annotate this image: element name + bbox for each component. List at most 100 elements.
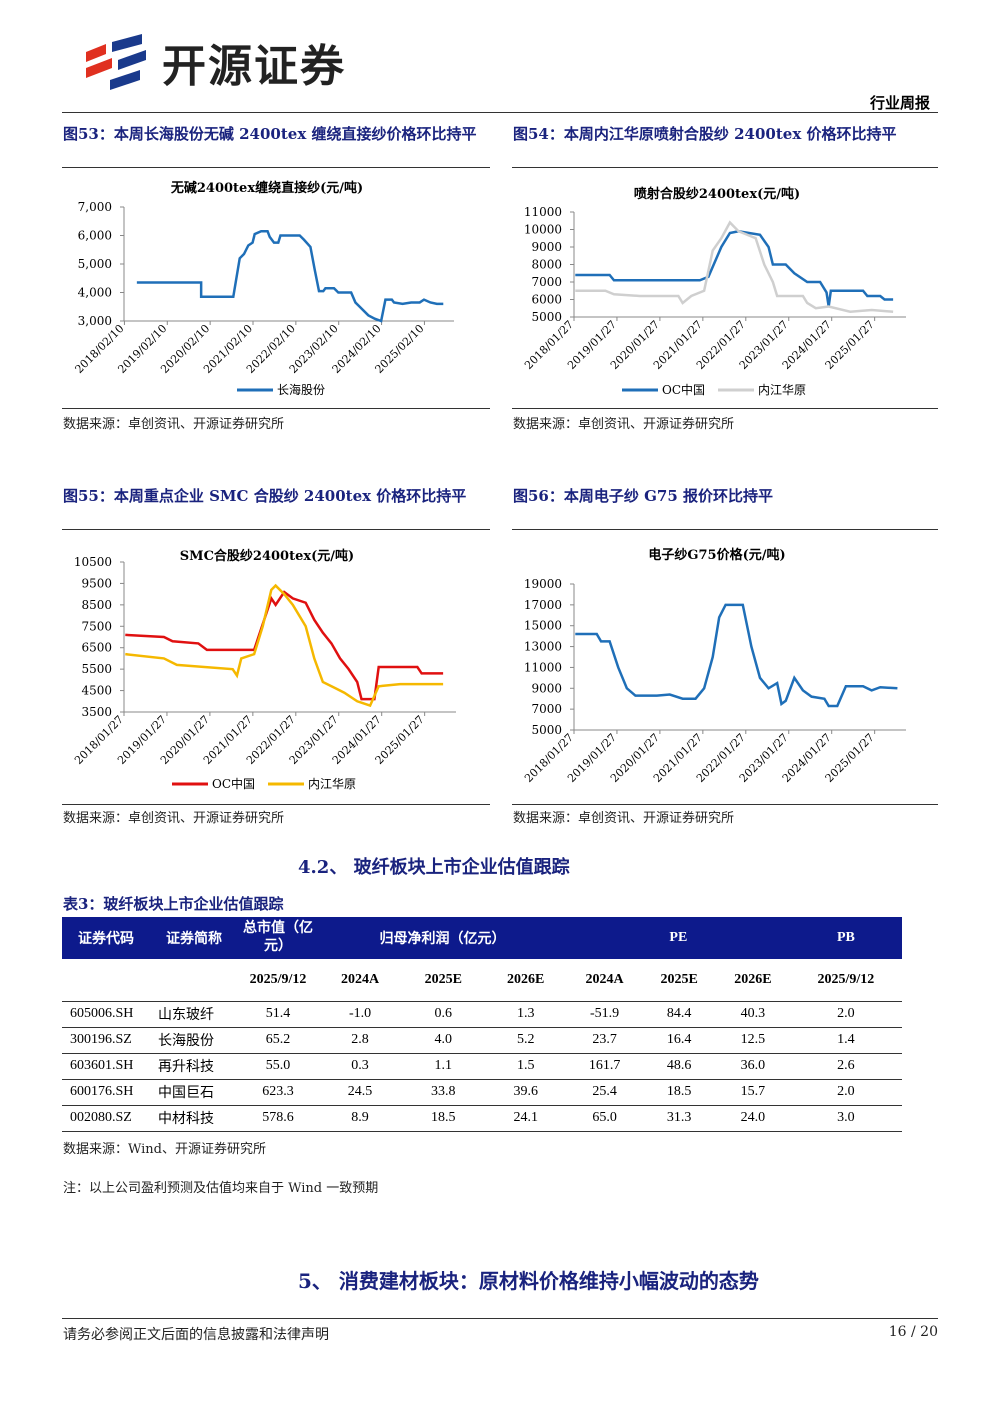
chart-svg: 电子纱G75价格(元/吨) 19000 17000 15000 13000 11000 90… [522, 547, 906, 785]
divider [512, 167, 938, 168]
y-tick-label: 8500 [81, 598, 112, 612]
table-cell: 40.3 [716, 1001, 790, 1028]
y-tick-label: 4500 [81, 684, 112, 698]
subheader-cell: 2025E [642, 959, 716, 1002]
subheader-cell: 2025/9/12 [789, 959, 902, 1002]
th-code: 证券代码 [62, 917, 150, 959]
divider [62, 167, 490, 168]
y-tick-label: 7500 [81, 619, 112, 633]
legend-label: 内江华原 [758, 383, 806, 397]
brand-name: 开源证券 [162, 41, 346, 92]
table-cell: 15.7 [716, 1079, 790, 1106]
table-cell: 2.8 [318, 1027, 403, 1054]
table-subheader: 2025/9/12 2024A 2025E 2026E 2024A 2025E 2026E 2… [62, 959, 902, 1002]
th-pb: PB [789, 917, 902, 959]
table-row: 605006.SH 山东玻纤 51.4 -1.0 0.6 1.3 -51.9 84.4 40.3… [62, 1001, 902, 1028]
table-cell: 84.4 [642, 1001, 716, 1028]
table-cell: 1.3 [484, 1001, 567, 1028]
y-tick-label: 7000 [531, 275, 562, 289]
subheader-cell: 2026E [484, 959, 567, 1002]
table-cell: 3.0 [789, 1105, 902, 1132]
legend-label: OC中国 [662, 382, 705, 397]
subheader-cell: 2025/9/12 [238, 959, 318, 1002]
table-cell: 18.5 [402, 1105, 485, 1132]
table-cell: 36.0 [716, 1053, 790, 1080]
table-cell: 18.5 [642, 1079, 716, 1106]
subheader-cell: 2026E [716, 959, 790, 1002]
section-4-2-heading: 4.2、 玻纤板块上市企业估值跟踪 [298, 857, 570, 878]
table-cell: 603601.SH [62, 1053, 150, 1080]
y-tick-label: 8000 [531, 258, 562, 272]
table-cell: 161.7 [566, 1053, 643, 1080]
th-name: 证券简称 [150, 917, 238, 959]
figure-55-source: 数据来源：卓创资讯、开源证券研究所 [63, 811, 285, 826]
table-cell: 23.7 [566, 1027, 643, 1054]
table-cell: 1.4 [789, 1027, 902, 1054]
y-tick-label: 15000 [524, 619, 562, 633]
chart-title: SMC合股纱2400tex(元/吨) [180, 548, 354, 564]
table-source: 数据来源：Wind、开源证券研究所 [63, 1142, 266, 1157]
table-cell: 48.6 [642, 1053, 716, 1080]
y-tick-label: 9000 [531, 240, 562, 254]
figure-55-title: 图55：本周重点企业 SMC 合股纱 2400tex 价格环比持平 [63, 487, 467, 505]
divider [62, 408, 490, 409]
table-cell: 25.4 [566, 1079, 643, 1106]
th-pe: PE [566, 917, 790, 959]
table-cell: 中材科技 [150, 1105, 238, 1132]
table-cell: 再升科技 [150, 1053, 238, 1080]
divider [62, 529, 490, 530]
chart-svg: 无碱2400tex缠绕直接纱(元/吨) 7,000 6,000 5,000 4,000 3… [73, 180, 454, 397]
section-5-heading: 5、 消费建材板块：原材料价格维持小幅波动的态势 [298, 1269, 759, 1293]
divider [512, 804, 938, 805]
table-cell: 8.9 [318, 1105, 403, 1132]
series-line-0 [136, 229, 444, 323]
y-tick-label: 10000 [524, 223, 562, 237]
y-tick-label: 5,000 [78, 257, 112, 271]
valuation-table: 证券代码 证券简称 总市值（亿元） 归母净利润（亿元） PE PB 2025/9… [62, 917, 902, 1132]
figure-54-title: 图54：本周内江华原喷射合股纱 2400tex 价格环比持平 [513, 125, 897, 143]
divider [62, 804, 490, 805]
header-divider [62, 112, 938, 113]
y-tick-label: 3,000 [78, 314, 112, 328]
series-line-1 [575, 220, 894, 314]
table-cell: 24.5 [318, 1079, 403, 1106]
table-cell: 中国巨石 [150, 1079, 238, 1106]
y-tick-label: 10500 [74, 555, 112, 569]
chart-title: 无碱2400tex缠绕直接纱(元/吨) [170, 180, 363, 196]
table-cell: 31.3 [642, 1105, 716, 1132]
y-tick-label: 7000 [531, 702, 562, 716]
table-cell: 0.6 [402, 1001, 485, 1028]
table-note: 注：以上公司盈利预测及估值均来自于 Wind 一致预期 [63, 1181, 379, 1196]
y-tick-label: 9000 [531, 681, 562, 695]
brand-logo: 开源证券 [82, 30, 346, 94]
y-tick-label: 5500 [81, 662, 112, 676]
footer-disclaimer: 请务必参阅正文后面的信息披露和法律声明 [63, 1327, 329, 1343]
table-cell: -1.0 [318, 1001, 403, 1028]
table-cell: 2.6 [789, 1053, 902, 1080]
table-cell: 600176.SH [62, 1079, 150, 1106]
chart-title: 电子纱G75价格(元/吨) [648, 547, 785, 563]
y-tick-label: 5000 [531, 310, 562, 324]
y-tick-label: 19000 [524, 577, 562, 591]
table-cell: 山东玻纤 [150, 1001, 238, 1028]
table-row: 600176.SH 中国巨石 623.3 24.5 33.8 39.6 25.4 18.5 15… [62, 1079, 902, 1106]
series-line-0 [575, 603, 898, 708]
table-row: 603601.SH 再升科技 55.0 0.3 1.1 1.5 161.7 48.6 36.0 2… [62, 1053, 902, 1080]
table-cell: 2.0 [789, 1079, 902, 1106]
table-cell: 1.1 [402, 1053, 485, 1080]
subheader-cell: 2024A [318, 959, 403, 1002]
subheader-cell: 2025E [402, 959, 485, 1002]
table-cell: -51.9 [566, 1001, 643, 1028]
legend-label: 长海股份 [277, 382, 325, 397]
y-tick-label: 4,000 [78, 286, 112, 300]
table-header: 证券代码 证券简称 总市值（亿元） 归母净利润（亿元） PE PB [62, 917, 902, 959]
y-tick-label: 9500 [81, 576, 112, 590]
table-cell: 578.6 [238, 1105, 318, 1132]
table-cell: 24.0 [716, 1105, 790, 1132]
table-cell: 51.4 [238, 1001, 318, 1028]
table-cell: 0.3 [318, 1053, 403, 1080]
table-row: 300196.SZ 长海股份 65.2 2.8 4.0 5.2 23.7 16.4 12.5 1.… [62, 1027, 902, 1054]
th-mktcap: 总市值（亿元） [238, 917, 318, 959]
series-line-0 [575, 229, 894, 307]
divider [512, 529, 938, 530]
